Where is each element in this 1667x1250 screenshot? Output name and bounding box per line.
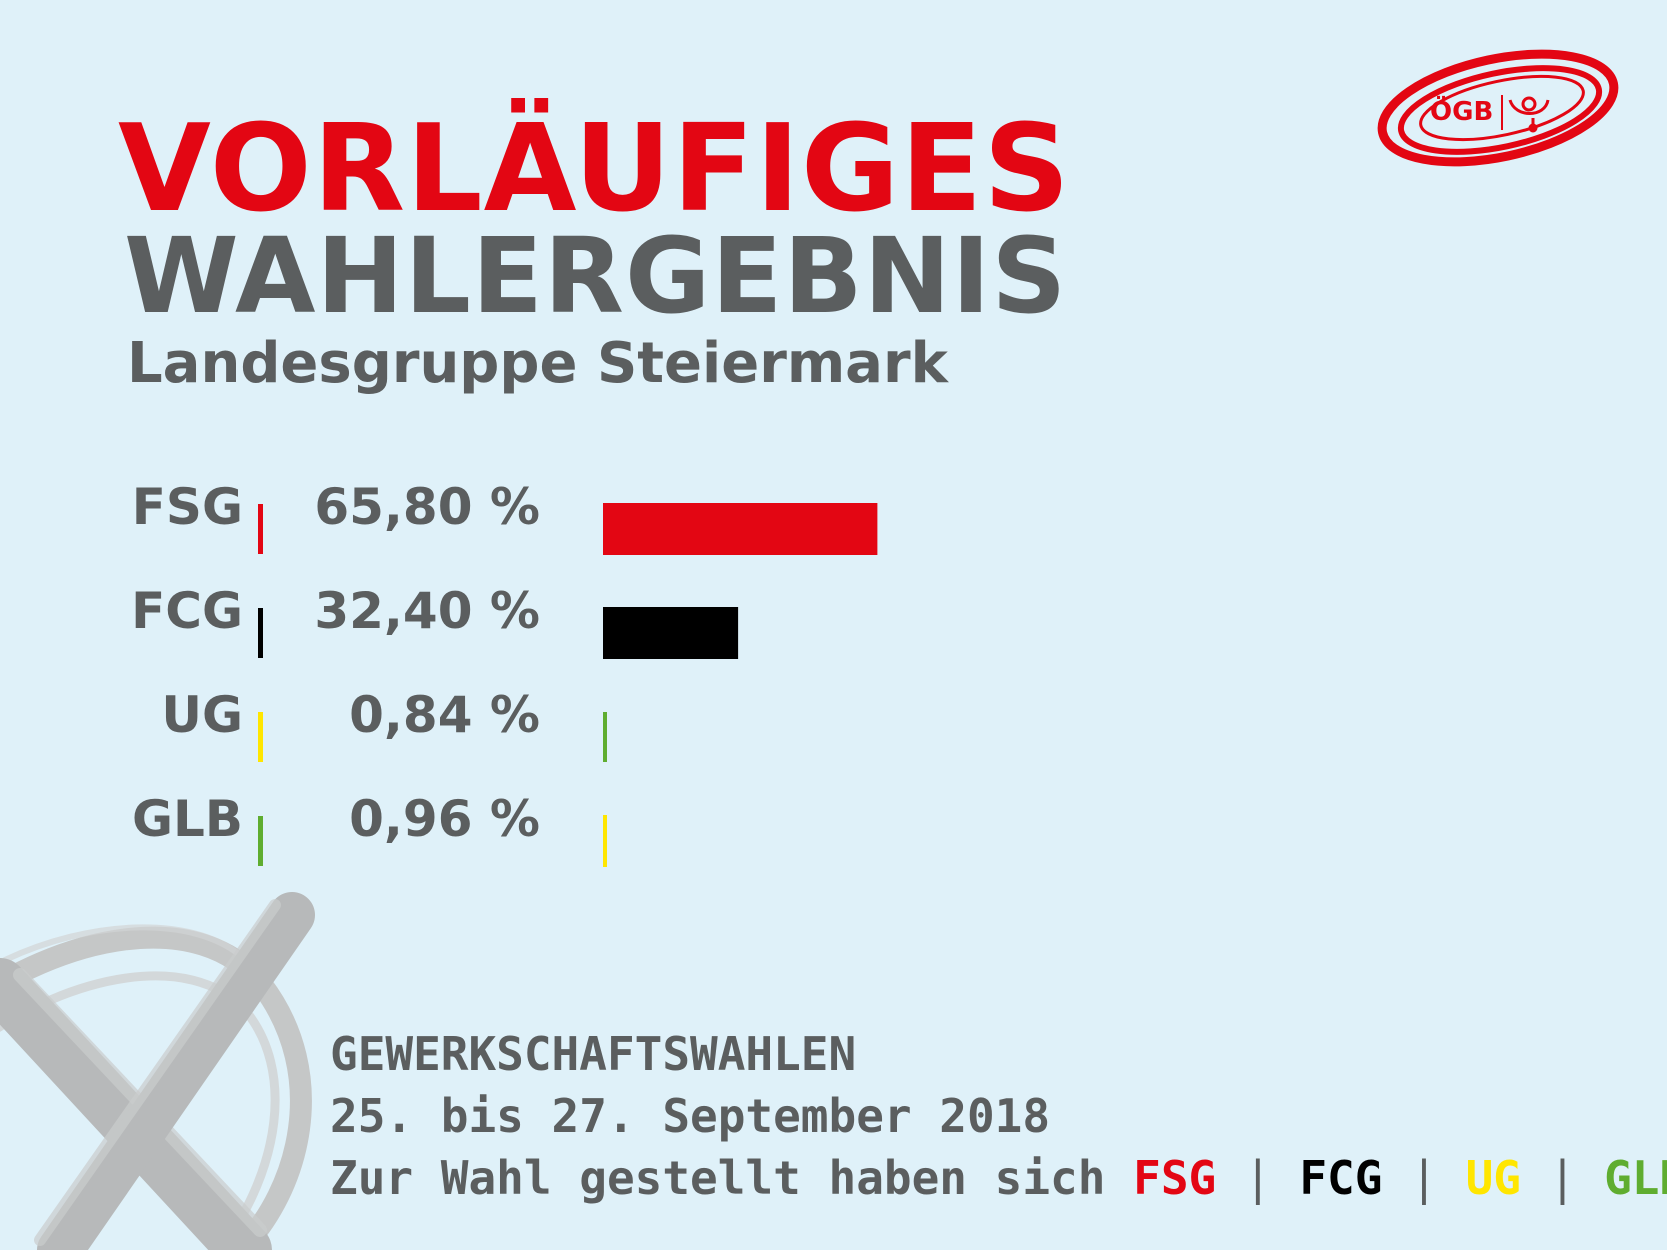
footer-title: GEWERKSCHAFTSWAHLEN <box>330 1027 857 1081</box>
bar-fsg <box>603 503 878 555</box>
footer-separator: | <box>1243 1151 1272 1205</box>
separator-mark-fcg <box>258 608 263 658</box>
footer-party-fsg: FSG <box>1133 1151 1217 1205</box>
separator-mark-fsg <box>258 504 263 554</box>
bar-glb <box>603 815 608 867</box>
value-label-fcg: 32,40 % <box>314 582 540 640</box>
footer-party-ug: UG <box>1465 1151 1521 1205</box>
footer-date: 25. bis 27. September 2018 <box>330 1089 1051 1143</box>
post-horn-icon <box>1508 96 1550 133</box>
footer-parties-prefix: Zur Wahl gestellt haben sich <box>330 1151 1106 1205</box>
oegb-logo-text: ÖGB <box>1430 94 1493 127</box>
ballot-cross-decoration <box>0 892 315 1250</box>
footer-parties-line: Zur Wahl gestellt haben sich FSG | FCG |… <box>330 1155 1667 1201</box>
region-subtitle: Landesgruppe Steiermark <box>127 331 948 396</box>
footer-separator: | <box>1410 1151 1438 1205</box>
category-label-fsg: FSG <box>131 478 243 536</box>
bar-fcg <box>603 607 739 659</box>
category-label-glb: GLB <box>131 790 243 848</box>
headline-title: VORLÄUFIGES <box>118 100 1071 239</box>
bar-ug <box>603 712 607 762</box>
category-label-ug: UG <box>161 686 243 744</box>
footer-party-fcg: FCG <box>1299 1151 1383 1205</box>
value-label-ug: 0,84 % <box>349 686 540 744</box>
headline-subheading: WAHLERGEBNIS <box>124 215 1068 337</box>
category-label-fcg: FCG <box>131 582 243 640</box>
value-label-glb: 0,96 % <box>349 790 540 848</box>
separator-mark-glb <box>258 816 263 866</box>
footer-party-glb: GLB <box>1604 1151 1667 1205</box>
footer-separator: | <box>1548 1151 1577 1205</box>
oegb-logo: ÖGB <box>1377 49 1619 167</box>
chart-marks <box>258 503 878 867</box>
value-label-fsg: 65,80 % <box>314 478 540 536</box>
separator-mark-ug <box>258 712 263 762</box>
